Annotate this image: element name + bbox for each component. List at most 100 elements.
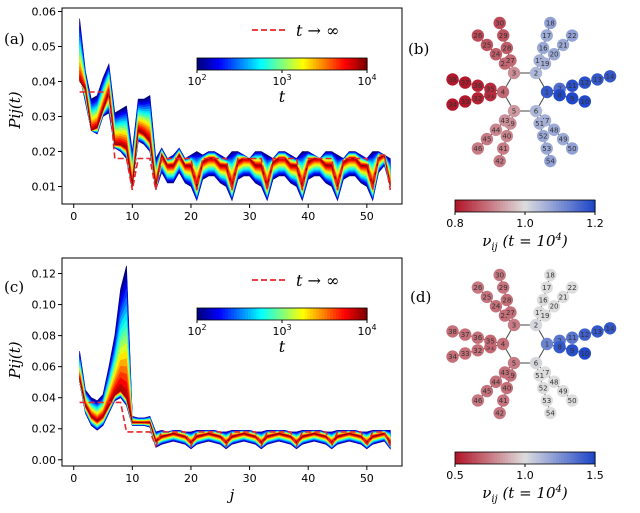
y-tick-label: 0.02 [32,423,57,436]
node-number: 40 [502,133,511,141]
node-number: 41 [499,397,508,405]
y-tick-label: 0.00 [32,454,57,467]
panel-a-label: (a) [4,30,25,48]
node-number: 17 [542,284,551,292]
x-tick-label: 40 [301,472,315,485]
colorbar-segment [270,308,275,320]
network-node [471,142,485,155]
colorbar-segment [248,58,252,70]
network-node [547,300,561,313]
colorbar-segment [525,200,529,212]
colorbar-segment [539,200,543,212]
colorbar-segment [262,58,266,70]
colorbar-segment [494,452,498,464]
node-number: 9 [570,95,574,103]
network-node [496,85,510,99]
network-node [553,88,566,102]
colorbar-title: νij (t = 104) [482,232,568,253]
colorbar-segment [214,308,218,320]
colorbar-segment [256,308,260,320]
colorbar-segment [208,58,212,70]
colorbar-segment [466,452,470,464]
colorbar-segment [525,452,529,464]
network-node [536,381,550,395]
node-number: 53 [542,397,551,405]
colorbar-tick-label: 104 [357,73,376,88]
x-tick-label: 10 [125,472,139,485]
colorbar-segment [197,58,201,70]
colorbar-segment [564,452,568,464]
colorbar-segment [324,308,328,320]
colorbar-segment [344,308,348,320]
colorbar-tick-label: 104 [357,323,376,338]
node-number: 25 [482,41,491,49]
colorbar-segment [592,452,596,464]
colorbar-segment [318,58,323,70]
colorbar-segment [293,58,297,70]
network-node [484,334,497,348]
colorbar-tick-label: 1.0 [516,469,534,482]
node-number: 54 [546,158,555,166]
colorbar-segment [202,308,207,320]
network-node [480,384,494,398]
colorbar-segment [530,200,534,212]
colorbar-segment [347,58,351,70]
colorbar-segment [225,308,229,320]
panel-b-label: (b) [408,40,429,58]
colorbar-segment [572,452,576,464]
y-tick-label: 0.12 [32,268,57,281]
colorbar-segment [527,200,532,212]
network-node [496,337,510,351]
colorbar-segment [483,200,487,212]
colorbar-tick-label: 0.8 [446,217,464,230]
y-tick-label: 0.04 [32,76,57,89]
node-number: 26 [473,32,482,40]
network-node [471,281,485,294]
colorbar-segment [499,200,504,212]
node-number: 24 [491,303,500,311]
colorbar-segment [293,308,297,320]
y-tick-label: 0.01 [32,181,57,194]
legend-label: t → ∞ [296,271,339,290]
node-number: 28 [502,296,511,304]
colorbar-segment [586,200,590,212]
x-tick-label: 40 [301,210,315,223]
colorbar-segment [460,452,464,464]
node-number: 13 [593,76,602,84]
colorbar-segment [511,200,515,212]
colorbar-segment [483,452,487,464]
colorbar-segment [287,308,292,320]
colorbar-segment [516,452,520,464]
colorbar-segment [222,58,226,70]
colorbar-segment [499,452,504,464]
y-tick-label: 0.08 [32,330,57,343]
colorbar-segment [564,200,568,212]
network-node [540,142,553,155]
y-tick-label: 0.05 [32,41,57,54]
colorbar-segment [282,308,286,320]
asymptote-line [79,401,392,448]
colorbar-segment [477,452,481,464]
colorbar-segment [301,308,306,320]
legend-label: t → ∞ [296,21,339,40]
network-node [497,29,510,42]
colorbar-segment [279,58,283,70]
colorbar-segment [202,58,207,70]
node-number: 44 [491,126,500,134]
colorbar-tick-label: 1.2 [586,217,604,230]
xlabel-c: j [227,486,235,504]
node-number: 1 [545,341,549,349]
node-number: 34 [448,101,457,109]
colorbar-segment [558,200,562,212]
network-node [498,114,512,127]
colorbar-segment [228,308,232,320]
node-number: 25 [482,293,491,301]
colorbar-segment [544,452,548,464]
node-number: 29 [499,32,508,40]
colorbar-segment [236,58,241,70]
y-tick-label: 0.02 [32,146,57,159]
x-tick-label: 0 [70,210,77,223]
network-node [565,29,579,42]
node-number: 19 [541,60,550,68]
x-tick-label: 10 [125,210,139,223]
